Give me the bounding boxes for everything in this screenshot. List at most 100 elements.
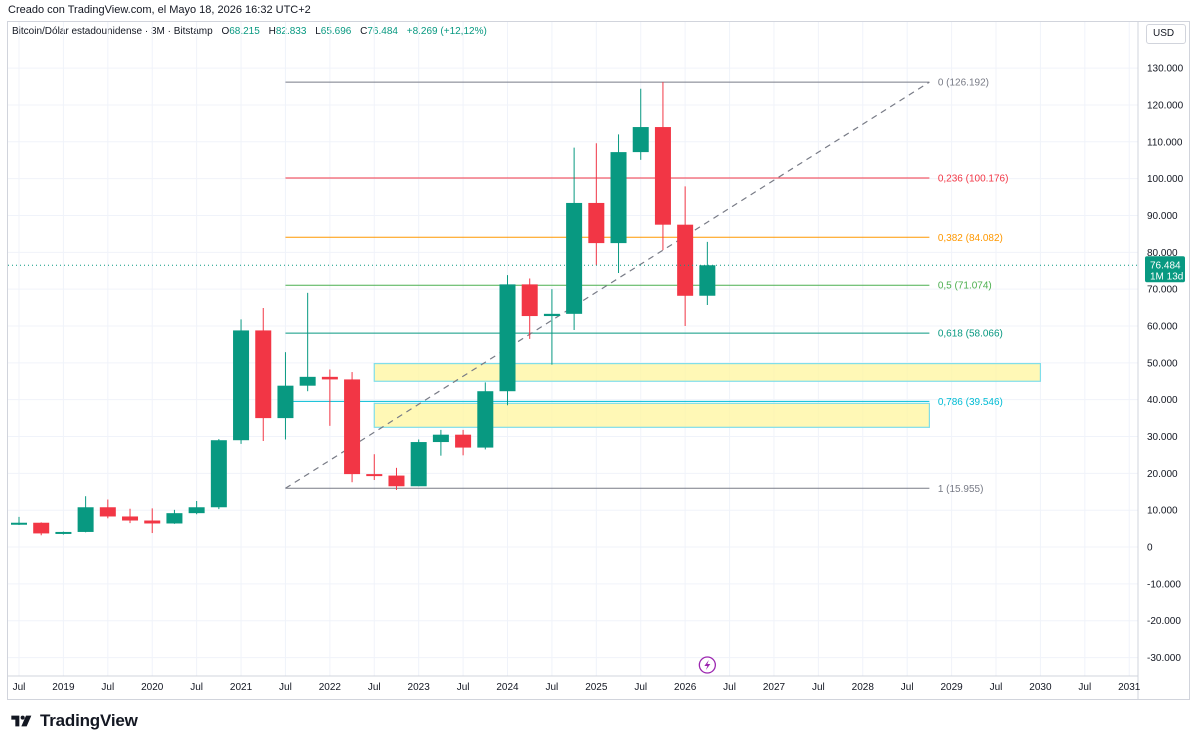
price-tick-label: -30.000 xyxy=(1147,653,1181,664)
support-zone xyxy=(373,362,1042,382)
fibonacci-retracement: 0 (126.192) 0,236 (100.176) 0,382 (84.082)… xyxy=(285,78,1008,495)
time-tick-label: Jul xyxy=(723,682,736,693)
fib-level-label: 0 (126.192) xyxy=(938,78,989,89)
price-tick-label: 50.000 xyxy=(1147,358,1178,369)
candle-body xyxy=(477,391,494,448)
chart-extras xyxy=(8,264,1138,674)
time-tick-label: Jul xyxy=(13,682,26,693)
fib-level-label: 0,382 (84.082) xyxy=(938,233,1003,244)
open-value: 68.215 xyxy=(229,26,260,37)
candle-body xyxy=(677,224,694,296)
candle-body xyxy=(233,330,250,441)
candle-body xyxy=(55,531,72,534)
candle-body xyxy=(632,127,649,153)
time-tick-label: 2021 xyxy=(230,682,253,693)
time-tick-label: 2025 xyxy=(585,682,608,693)
time-tick-label: 2027 xyxy=(763,682,786,693)
change-value: +8.269 (+12,12%) xyxy=(406,26,487,37)
close-value: 76.484 xyxy=(367,26,398,37)
candle-body xyxy=(432,434,449,443)
time-tick-label: Jul xyxy=(101,682,114,693)
fib-level-label: 0,786 (39.546) xyxy=(938,397,1003,408)
fib-level-label: 0,618 (58.066) xyxy=(938,329,1003,340)
support-zone xyxy=(373,402,930,428)
time-tick-label: Jul xyxy=(1078,682,1091,693)
candle-body xyxy=(499,284,516,392)
time-tick-label: 2024 xyxy=(496,682,519,693)
candle-body xyxy=(277,385,294,419)
symbol-title[interactable]: Bitcoin/Dólar estadounidense · 3M · Bits… xyxy=(12,26,213,37)
time-tick-label: Jul xyxy=(990,682,1003,693)
time-tick-label: 2026 xyxy=(674,682,697,693)
price-axis: 130.000 120.000 110.000 100.000 90.000 80.000… xyxy=(1137,22,1185,700)
fib-level-label: 1 (15.955) xyxy=(938,484,984,495)
price-tick-label: 120.000 xyxy=(1147,100,1184,111)
price-tick-label: 70.000 xyxy=(1147,285,1178,296)
candle-body xyxy=(144,520,161,524)
price-tick-label: -20.000 xyxy=(1147,616,1181,627)
price-tick-label: 60.000 xyxy=(1147,322,1178,333)
time-tick-label: Jul xyxy=(546,682,559,693)
time-tick-label: Jul xyxy=(368,682,381,693)
candle-body xyxy=(122,516,139,521)
time-tick-label: Jul xyxy=(190,682,203,693)
candle-body xyxy=(566,202,583,314)
candle-body xyxy=(455,434,472,448)
low-label: L xyxy=(315,26,321,37)
time-tick-label: Jul xyxy=(901,682,914,693)
price-tick-label: 30.000 xyxy=(1147,432,1178,443)
tradingview-logo-icon xyxy=(11,715,32,727)
symbol-legend: Bitcoin/Dólar estadounidense · 3M · Bits… xyxy=(12,26,487,37)
price-tick-label: 100.000 xyxy=(1147,174,1184,185)
candle-body xyxy=(588,202,605,244)
time-tick-label: Jul xyxy=(279,682,292,693)
price-tick-label: 40.000 xyxy=(1147,395,1178,406)
high-label: H xyxy=(268,26,276,37)
candle-countdown-label: 1M 13d xyxy=(1150,271,1183,282)
candle-body xyxy=(33,522,50,534)
time-tick-label: 2028 xyxy=(852,682,875,693)
currency-button[interactable]: USD xyxy=(1146,24,1186,44)
candle-body xyxy=(521,284,538,317)
price-tick-label: 0 xyxy=(1147,543,1153,554)
candle-body xyxy=(321,376,338,380)
time-tick-label: 2031 xyxy=(1118,682,1141,693)
fib-trend-line xyxy=(285,81,930,489)
candle-body xyxy=(99,507,116,517)
time-tick-label: 2029 xyxy=(940,682,963,693)
candle-body xyxy=(388,475,405,487)
time-axis: Jul 2019 Jul 2020 Jul 2021 Jul 2022 Jul 2023 Jul 20… xyxy=(8,675,1141,693)
time-tick-label: 2030 xyxy=(1029,682,1052,693)
current-price-badge xyxy=(1145,256,1185,283)
candle-body xyxy=(255,330,272,419)
price-tick-label: 130.000 xyxy=(1147,64,1184,75)
time-tick-label: 2023 xyxy=(408,682,431,693)
candle-body xyxy=(610,152,627,244)
price-tick-label: 20.000 xyxy=(1147,469,1178,480)
candle-body xyxy=(543,313,560,317)
price-tick-label: -10.000 xyxy=(1147,579,1181,590)
fib-level-label: 0,5 (71.074) xyxy=(938,281,992,292)
candle-body xyxy=(166,513,183,524)
chart-caption: Creado con TradingView.com, el Mayo 18, … xyxy=(8,4,311,16)
time-tick-label: Jul xyxy=(634,682,647,693)
time-tick-label: 2022 xyxy=(319,682,342,693)
current-price-label: 76.484 xyxy=(1150,260,1181,271)
price-tick-label: 10.000 xyxy=(1147,506,1178,517)
time-tick-label: 2020 xyxy=(141,682,164,693)
time-tick-label: 2019 xyxy=(52,682,75,693)
chart-frame xyxy=(7,21,1190,700)
chart-grid xyxy=(8,22,1138,676)
tradingview-brand[interactable]: TradingView xyxy=(10,711,138,731)
candle-body xyxy=(210,440,227,508)
candle-body xyxy=(188,507,205,514)
price-tick-label: 80.000 xyxy=(1147,248,1178,259)
time-tick-label: Jul xyxy=(457,682,470,693)
time-tick-label: Jul xyxy=(812,682,825,693)
lightning-icon xyxy=(704,660,711,670)
candle-body xyxy=(344,379,361,475)
price-tick-label: 110.000 xyxy=(1147,137,1183,148)
fib-level-label: 0,236 (100.176) xyxy=(938,173,1009,184)
open-label: O xyxy=(221,26,230,37)
